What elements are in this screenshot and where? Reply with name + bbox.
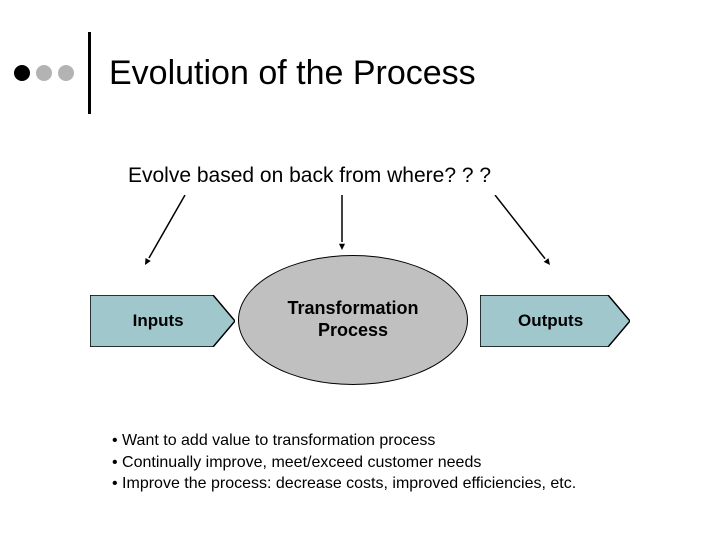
transform-node: Transformation Process (238, 255, 468, 385)
outputs-label: Outputs (518, 311, 592, 331)
dot-1 (14, 65, 30, 81)
outputs-node: Outputs (480, 295, 630, 347)
inputs-node: Inputs (90, 295, 235, 347)
bullet-item: • Want to add value to transformation pr… (112, 430, 576, 452)
process-diagram: Inputs Transformation Process Outputs (60, 195, 660, 395)
header-divider (88, 32, 91, 114)
bullet-list: • Want to add value to transformation pr… (112, 430, 576, 495)
dot-2 (36, 65, 52, 81)
transform-label: Transformation Process (287, 298, 418, 341)
bullet-item: • Improve the process: decrease costs, i… (112, 473, 576, 495)
slide-subtitle: Evolve based on back from where? ? ? (128, 164, 491, 188)
inputs-label: Inputs (133, 311, 193, 331)
bullet-item: • Continually improve, meet/exceed custo… (112, 452, 576, 474)
slide-title: Evolution of the Process (109, 54, 476, 93)
header-dots (14, 65, 74, 81)
dot-3 (58, 65, 74, 81)
slide-header: Evolution of the Process (14, 32, 476, 114)
